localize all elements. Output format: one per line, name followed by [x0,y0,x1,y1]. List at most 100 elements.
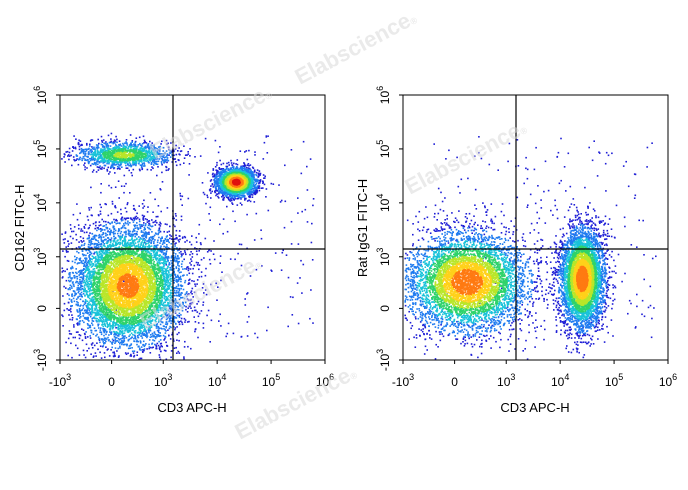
event-dot [179,284,182,287]
event-dot [230,197,232,200]
event-dot [143,348,146,350]
event-dot [110,333,112,335]
event-dot [112,339,115,342]
event-dot [170,308,173,311]
event-dot [252,191,254,193]
event-dot [165,271,167,274]
event-dot [191,301,194,304]
event-dot [133,230,136,232]
event-dot [173,289,176,292]
event-dot [102,345,105,347]
event-dot [144,228,146,231]
event-dot [98,236,100,239]
event-dot [246,335,249,337]
event-dot [157,325,160,328]
event-dot [80,240,82,242]
event-dot [170,350,173,352]
event-dot [146,332,148,334]
event-dot [162,274,164,277]
event-dot [114,247,116,249]
event-dot [114,164,116,166]
event-dot [159,309,161,311]
event-dot [72,297,75,300]
event-dot [174,158,176,160]
event-dot [98,250,101,253]
event-dot [205,267,207,270]
event-dot [178,260,180,263]
event-dot [160,143,162,145]
event-dot [155,347,157,350]
event-dot [91,246,93,249]
event-dot [190,258,192,260]
event-dot [178,235,181,237]
event-dot [146,251,148,253]
event-dot [152,235,155,238]
event-dot [163,276,165,279]
event-dot [117,326,120,328]
event-dot [140,144,142,147]
event-dot [99,351,101,354]
event-dot [95,312,98,314]
event-dot [150,334,152,336]
event-dot [130,337,132,340]
event-dot [212,169,215,171]
event-dot [126,327,129,330]
event-dot [123,191,125,194]
event-dot [173,325,175,328]
event-dot [84,265,87,268]
event-dot [87,265,90,268]
event-dot [100,135,103,138]
event-dot [87,277,90,280]
event-dot [173,340,175,342]
event-dot [248,171,250,174]
event-dot [113,238,116,240]
event-dot [167,298,169,300]
event-dot [130,217,132,219]
event-dot [114,237,117,240]
event-dot [76,262,79,265]
event-dot [169,225,171,228]
event-dot [131,336,133,338]
event-dot [133,327,135,329]
event-dot [170,326,172,329]
event-dot [170,320,172,322]
event-dot [166,155,168,157]
event-dot [178,268,180,271]
event-dot [165,350,167,352]
event-dot [121,337,124,339]
event-dot [194,328,197,330]
event-dot [142,217,145,219]
event-dot [163,258,166,261]
event-dot [143,139,146,142]
event-dot [153,339,156,342]
event-dot [125,235,127,238]
event-dot [176,290,178,292]
event-dot [143,325,146,328]
event-dot [88,160,91,163]
event-dot [157,327,160,329]
event-dot [83,242,86,245]
event-dot [112,245,114,247]
event-dot [132,204,135,207]
event-dot [128,233,130,236]
event-dot [178,277,181,279]
event-dot [196,279,199,281]
event-dot [253,191,255,193]
event-dot [115,327,117,329]
event-dot [87,266,89,268]
event-dot [181,296,183,299]
event-dot [109,141,112,144]
event-dot [177,274,179,277]
event-dot [78,148,81,151]
event-dot [157,249,160,252]
event-dot [280,269,283,271]
event-dot [190,290,193,292]
event-dot [113,240,116,242]
event-dot [156,261,159,263]
event-dot [77,252,80,254]
event-dot [76,347,79,350]
event-dot [176,305,179,308]
event-dot [146,246,149,248]
event-dot [164,282,166,284]
event-dot [120,330,123,333]
